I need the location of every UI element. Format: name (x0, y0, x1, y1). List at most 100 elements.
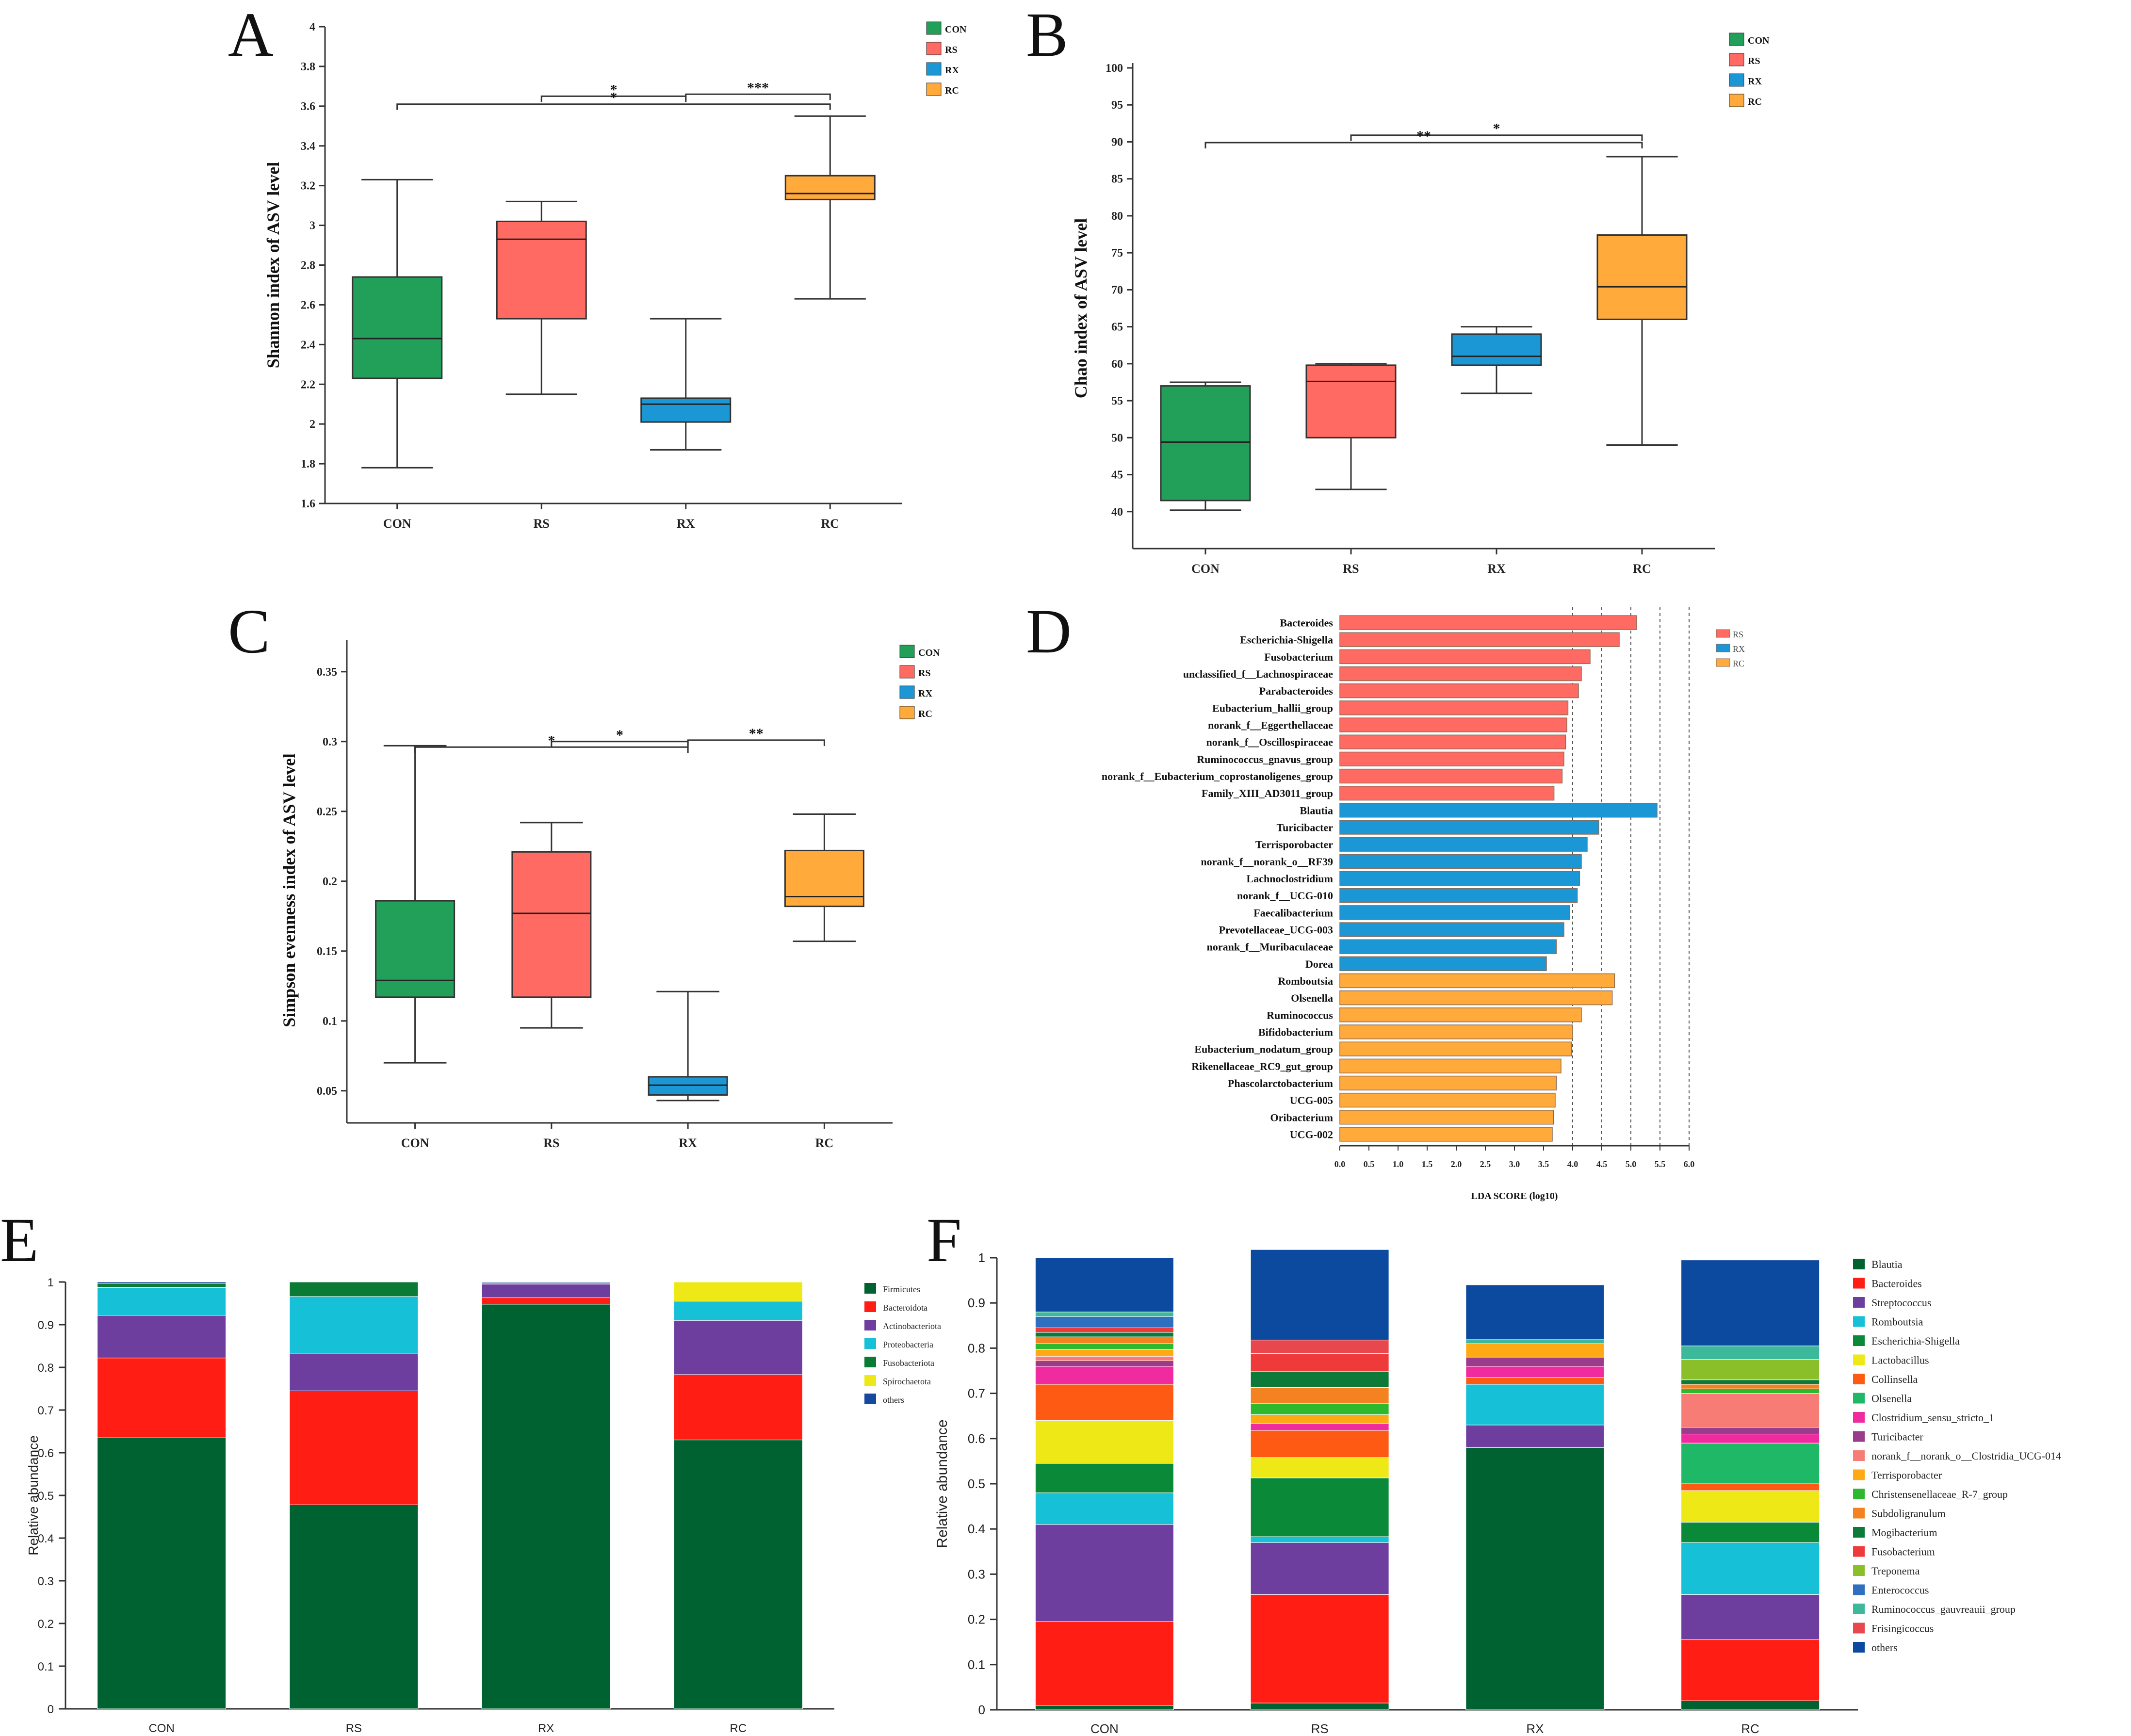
legend-swatch-con (926, 21, 942, 35)
stack-segment-frisingicoccus (1250, 1340, 1389, 1354)
x-tick-label-rc: RC (1741, 1721, 1759, 1736)
legend-label: Bacteroidota (883, 1303, 927, 1313)
x-tick-label-rx: RX (538, 1722, 554, 1735)
stack-segment-bacteroides (1681, 1639, 1820, 1701)
significance-mark: * (610, 81, 618, 97)
stack-segment-actinobacteriota (673, 1320, 803, 1375)
stack-segment-escherichia-shigella (1250, 1477, 1389, 1537)
y-tick-label: 4 (309, 21, 315, 33)
y-axis-title: Shannon index of ASV level (263, 162, 283, 368)
stack-segment-blautia (1035, 1705, 1174, 1710)
stack-segment-bacteroides (1035, 1621, 1174, 1706)
stack-segment-turicibacter (1035, 1360, 1174, 1367)
y-tick-label: 2.2 (301, 378, 315, 391)
box-con (375, 900, 455, 998)
stack-segment-lactobacillus (1035, 1420, 1174, 1464)
legend-swatch (864, 1357, 876, 1367)
lda-bar-rc (1339, 1127, 1553, 1142)
stack-segment-olsenella (1681, 1443, 1820, 1484)
x-tick-label-rs: RS (543, 1136, 559, 1150)
stack-segment-norank-f-norank-o-clostridia-ucg-014 (1681, 1393, 1820, 1428)
y-tick-label: 3.8 (301, 61, 315, 73)
x-tick-label: 2.5 (1480, 1159, 1491, 1169)
legend-label: Frisingicoccus (1871, 1622, 1934, 1635)
stack-segment-clostridium-sensu-stricto-1 (1465, 1366, 1605, 1378)
legend-swatch (1853, 1584, 1865, 1595)
legend-swatch (1853, 1469, 1865, 1480)
lda-bar-rc (1339, 1007, 1582, 1022)
y-tick-label: 0.7 (38, 1404, 54, 1417)
stack-segment-others (1681, 1260, 1820, 1347)
lda-bar-label: Ruminococcus (1267, 1009, 1333, 1021)
y-tick-label: 0.2 (323, 876, 337, 888)
y-tick-label: 0.35 (317, 666, 337, 679)
legend-swatch-rs (899, 665, 915, 679)
legend-label: Terrisporobacter (1871, 1469, 1942, 1481)
stack-segment-turicibacter (1465, 1357, 1605, 1367)
legend-swatch-rs (1716, 629, 1730, 638)
legend-label-rc: RC (945, 85, 959, 96)
x-tick-label-rx: RX (677, 517, 695, 531)
y-tick-label: 3.4 (301, 140, 315, 153)
y-tick-label: 2.4 (301, 339, 315, 351)
stack-segment-bacteroides (1250, 1594, 1389, 1704)
legend-label: Spirochaetota (883, 1377, 931, 1386)
y-tick-label: 0.9 (968, 1296, 985, 1310)
panel-b-boxplot: 40 45 50 55 60 65 70 75 80 85 90 95 100 Chao index of… (1071, 32, 1770, 576)
y-tick-label: 0.3 (38, 1575, 54, 1588)
y-tick-label: 0.4 (968, 1522, 985, 1536)
legend-label-rx: RX (1748, 76, 1762, 87)
y-tick-label: 1 (978, 1250, 985, 1265)
stack-segment-streptococcus (1250, 1542, 1389, 1595)
y-tick-label: 100 (1106, 62, 1123, 75)
significance-mark: ** (1416, 128, 1431, 144)
stack-segment-fusobacteriota (97, 1283, 227, 1288)
x-tick-label-rs: RS (534, 517, 550, 531)
x-tick-label-rx: RX (679, 1136, 697, 1150)
stack-segment-romboutsia (1250, 1536, 1389, 1543)
legend-label-rc: RC (1733, 659, 1744, 668)
legend-swatch-rx (1716, 644, 1730, 652)
lda-bar-rx (1339, 820, 1599, 835)
legend-label-con: CON (1748, 35, 1770, 46)
legend-swatch (864, 1301, 876, 1312)
y-tick-label: 40 (1111, 506, 1123, 519)
x-tick-label: 2.0 (1451, 1159, 1462, 1169)
stack-segment-escherichia-shigella (1681, 1522, 1820, 1543)
x-tick-label-con: CON (383, 517, 411, 531)
legend-label-rx: RX (918, 688, 932, 699)
stack-segment-clostridium-sensu-stricto-1 (1035, 1366, 1174, 1385)
x-tick-label-rc: RC (821, 517, 839, 531)
y-tick-label: 0.7 (968, 1386, 985, 1401)
legend-label-rs: RS (918, 668, 931, 679)
y-tick-label: 0 (978, 1703, 985, 1717)
x-tick-label: 5.5 (1655, 1159, 1666, 1169)
lda-bar-label: Terrisporobacter (1255, 839, 1333, 851)
x-tick-label: 3.5 (1538, 1159, 1549, 1169)
significance-mark: * (616, 727, 623, 743)
y-tick-label: 0.6 (38, 1447, 54, 1460)
legend-label: Bacteroides (1871, 1278, 1922, 1290)
lda-bar-rx (1339, 871, 1580, 886)
x-tick-label: 5.0 (1626, 1159, 1637, 1169)
y-tick-label: 3.2 (301, 180, 315, 193)
lda-bar-rs (1339, 649, 1591, 665)
y-tick-label: 45 (1111, 469, 1123, 482)
legend-label: Olsenella (1871, 1393, 1912, 1405)
lda-bar-label: norank_f__Eggerthellaceae (1208, 719, 1333, 731)
stack-segment-mogibacterium (1681, 1379, 1820, 1385)
lda-bar-rs (1339, 717, 1567, 732)
legend-label: Mogibacterium (1871, 1526, 1937, 1539)
lda-bar-rc (1339, 1075, 1557, 1091)
x-tick-label-con: CON (148, 1722, 174, 1735)
box-rs (511, 851, 592, 998)
lda-bar-label: norank_f__Muribaculaceae (1207, 941, 1334, 953)
panel-label-b: B (1026, 0, 1068, 70)
panel-label-d: D (1026, 597, 1072, 666)
lda-bar-label: Lachnoclostridium (1247, 873, 1333, 885)
lda-bar-rx (1339, 956, 1547, 971)
lda-bar-label: Eubacterium_nodatum_group (1194, 1043, 1333, 1055)
lda-bar-rs (1339, 751, 1564, 767)
x-tick-label-rx: RX (1487, 562, 1506, 576)
legend-swatch (864, 1320, 876, 1330)
